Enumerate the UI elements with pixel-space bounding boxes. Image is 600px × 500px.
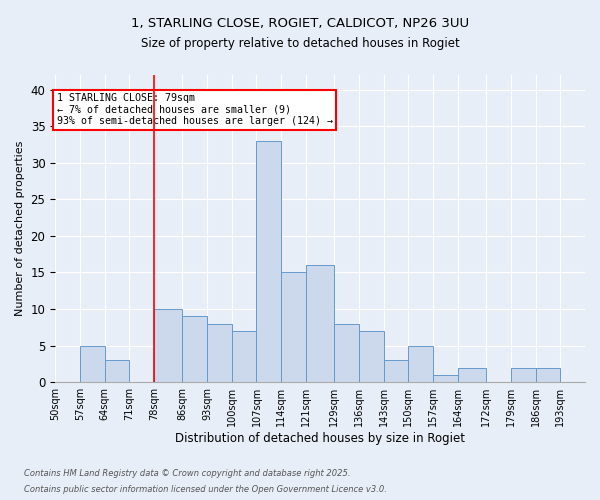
Bar: [409, 346, 433, 382]
Bar: [281, 272, 306, 382]
Bar: [256, 141, 281, 382]
Bar: [334, 324, 359, 382]
Bar: [104, 360, 130, 382]
Text: 1 STARLING CLOSE: 79sqm
← 7% of detached houses are smaller (9)
93% of semi-deta: 1 STARLING CLOSE: 79sqm ← 7% of detached…: [57, 94, 333, 126]
Bar: [232, 331, 256, 382]
Text: Contains public sector information licensed under the Open Government Licence v3: Contains public sector information licen…: [24, 485, 387, 494]
Bar: [458, 368, 486, 382]
Bar: [511, 368, 536, 382]
Bar: [182, 316, 207, 382]
Bar: [154, 309, 182, 382]
Bar: [80, 346, 104, 382]
Bar: [359, 331, 383, 382]
Text: Contains HM Land Registry data © Crown copyright and database right 2025.: Contains HM Land Registry data © Crown c…: [24, 468, 350, 477]
Text: Size of property relative to detached houses in Rogiet: Size of property relative to detached ho…: [140, 38, 460, 51]
Bar: [536, 368, 560, 382]
Bar: [306, 265, 334, 382]
Bar: [207, 324, 232, 382]
Text: 1, STARLING CLOSE, ROGIET, CALDICOT, NP26 3UU: 1, STARLING CLOSE, ROGIET, CALDICOT, NP2…: [131, 18, 469, 30]
Bar: [433, 375, 458, 382]
X-axis label: Distribution of detached houses by size in Rogiet: Distribution of detached houses by size …: [175, 432, 465, 445]
Bar: [383, 360, 409, 382]
Y-axis label: Number of detached properties: Number of detached properties: [15, 141, 25, 316]
